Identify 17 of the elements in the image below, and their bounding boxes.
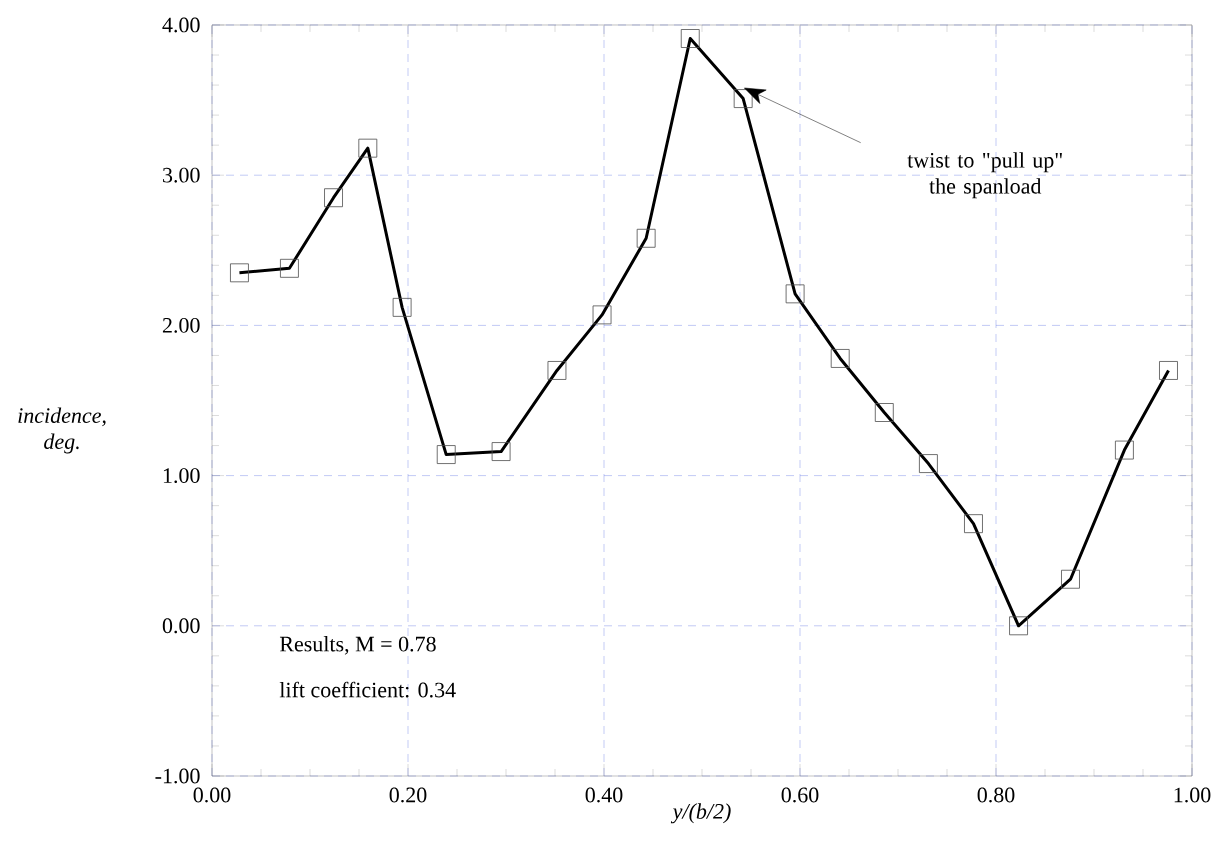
y-tick-label: 3.00 xyxy=(163,167,200,183)
y-tick-label: -1.00 xyxy=(155,768,200,784)
x-tick-label: 0.00 xyxy=(193,787,231,803)
x-tick-label: 0.60 xyxy=(781,787,819,803)
annotation: lift coefficient: 0.34 xyxy=(279,681,456,698)
x-tick-label: 1.00 xyxy=(1174,787,1211,803)
x-tick-label: 0.40 xyxy=(585,787,623,803)
x-tick-label: 0.80 xyxy=(977,787,1015,803)
y-tick-label: 4.00 xyxy=(162,17,200,33)
annotation: twist to "pull up" the spanload xyxy=(907,152,1062,199)
y-tick-label: 1.00 xyxy=(163,468,200,484)
y-tick-label: 2.00 xyxy=(162,317,200,333)
y-tick-label: 0.00 xyxy=(162,618,200,634)
x-axis-title: y/(b/2) xyxy=(670,803,731,824)
annotation: Results, M = 0.78 xyxy=(279,636,436,655)
y-axis-title: incidence, deg. xyxy=(18,407,106,454)
x-tick-label: 0.20 xyxy=(389,787,427,803)
